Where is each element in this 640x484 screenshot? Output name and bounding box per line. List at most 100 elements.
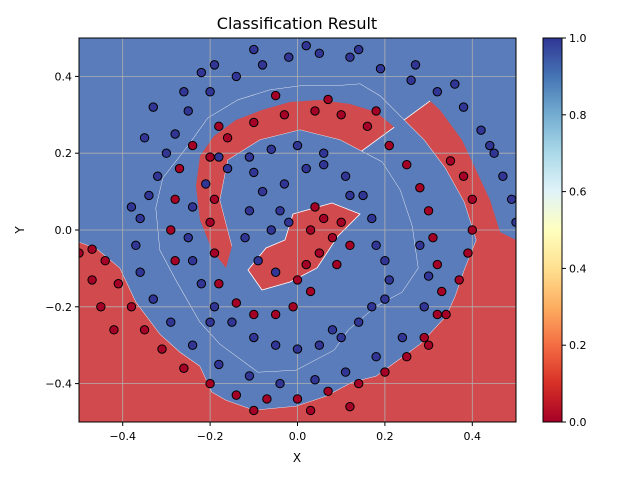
point-class1-24 — [249, 332, 259, 343]
point-class1-38 — [249, 167, 259, 178]
point-class1-28 — [187, 256, 198, 266]
point-class1-73 — [476, 125, 486, 135]
point-class1-79 — [179, 87, 189, 97]
point-class1-60 — [161, 148, 172, 158]
point-class0-2 — [327, 232, 338, 243]
point-class0-62 — [423, 340, 434, 350]
x-tick-label-3: 0.2 — [376, 430, 394, 443]
point-class1-76 — [506, 194, 516, 204]
point-class1-56 — [397, 332, 408, 343]
point-class1-15 — [380, 256, 390, 266]
point-class1-10 — [319, 160, 329, 170]
point-class0-29 — [423, 206, 434, 216]
point-class0-9 — [332, 259, 342, 270]
point-class0-39 — [292, 394, 303, 404]
point-class1-6 — [284, 217, 294, 228]
point-class1-1 — [257, 186, 268, 197]
point-class0-19 — [205, 152, 215, 162]
point-class0-36 — [380, 367, 390, 377]
point-class1-46 — [135, 267, 145, 277]
y-tick-label-1: −0.2 — [45, 301, 72, 314]
point-class1-61 — [170, 129, 180, 139]
point-class1-43 — [144, 190, 154, 201]
point-class0-16 — [209, 248, 220, 258]
point-class1-75 — [498, 171, 508, 181]
point-class1-50 — [214, 359, 224, 370]
point-class0-6 — [310, 202, 320, 212]
point-class0-34 — [419, 332, 429, 343]
point-class1-30 — [187, 202, 198, 212]
point-class1-35 — [292, 140, 303, 151]
point-class0-59 — [463, 248, 473, 258]
point-class0-33 — [432, 309, 443, 320]
point-class0-14 — [231, 298, 242, 308]
point-class1-78 — [148, 102, 158, 112]
point-class0-8 — [345, 240, 355, 251]
point-class1-68 — [345, 52, 355, 62]
point-class0-71 — [371, 106, 381, 116]
point-class1-54 — [340, 367, 351, 377]
point-class0-65 — [109, 325, 119, 335]
point-class0-27 — [402, 160, 412, 170]
y-tick-label-2: 0.0 — [55, 224, 73, 237]
point-class1-65 — [257, 60, 268, 70]
point-class1-83 — [353, 44, 364, 55]
point-class0-5 — [292, 275, 303, 285]
point-class1-57 — [419, 302, 429, 312]
point-class1-44 — [135, 213, 145, 224]
point-class0-51 — [187, 140, 198, 151]
point-class0-55 — [170, 256, 180, 266]
point-class1-52 — [275, 378, 285, 389]
data-points — [79, 40, 516, 416]
point-class1-51 — [244, 371, 255, 381]
point-class1-42 — [152, 171, 163, 181]
point-class1-85 — [450, 79, 460, 89]
point-class1-49 — [187, 340, 198, 350]
point-class1-3 — [240, 232, 250, 243]
point-class1-16 — [384, 275, 394, 285]
point-class0-38 — [323, 386, 333, 396]
point-class0-26 — [384, 140, 394, 151]
point-class0-3 — [314, 248, 325, 258]
y-tick-label-4: 0.4 — [55, 70, 73, 83]
point-class1-0 — [279, 179, 290, 189]
point-class0-60 — [454, 275, 464, 285]
point-class1-21 — [314, 340, 325, 350]
x-tick-label-0: −0.4 — [109, 430, 136, 443]
point-class1-36 — [319, 148, 329, 158]
point-class1-45 — [131, 240, 141, 251]
point-class0-21 — [249, 117, 259, 128]
point-class0-25 — [362, 121, 373, 132]
point-class0-35 — [402, 352, 412, 362]
point-class1-29 — [183, 232, 193, 243]
point-class1-48 — [166, 317, 176, 327]
x-tick-label-2: 0.0 — [289, 430, 307, 443]
point-class0-70 — [323, 94, 333, 105]
point-class0-43 — [179, 363, 189, 373]
point-class1-62 — [183, 106, 193, 116]
point-class1-9 — [301, 163, 311, 174]
point-class0-52 — [174, 163, 185, 174]
point-class1-86 — [485, 140, 495, 151]
x-tick-label-1: −0.2 — [197, 430, 224, 443]
point-class1-31 — [201, 179, 211, 189]
colorbar-tick-label-0: 0.0 — [569, 416, 587, 429]
colorbar-tick-label-3: 0.6 — [569, 186, 587, 199]
colorbar-tick-label-4: 0.8 — [569, 109, 587, 122]
point-class0-1 — [319, 213, 329, 224]
point-class0-46 — [126, 302, 137, 312]
point-class1-32 — [222, 163, 233, 174]
point-class1-40 — [327, 325, 338, 335]
point-class0-68 — [345, 401, 355, 412]
point-class1-58 — [423, 271, 434, 281]
point-class1-39 — [345, 190, 355, 201]
point-class0-18 — [209, 194, 220, 204]
x-axis-label: X — [293, 451, 301, 465]
point-class1-84 — [410, 60, 421, 70]
point-class1-89 — [196, 67, 207, 78]
point-class0-57 — [467, 194, 477, 204]
point-class0-10 — [305, 286, 316, 297]
point-class0-63 — [96, 302, 106, 312]
point-class0-37 — [353, 378, 364, 389]
